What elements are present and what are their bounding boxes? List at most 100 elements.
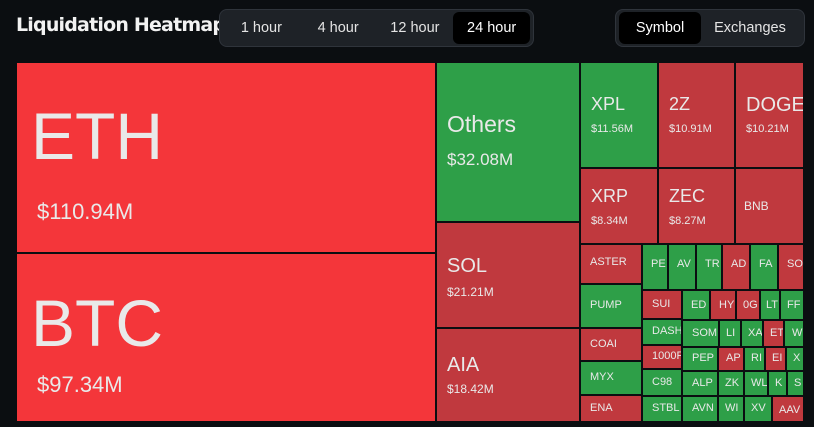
tile-symbol: PE bbox=[651, 258, 666, 270]
tile-coai[interactable]: COAI bbox=[580, 328, 642, 361]
tile-dash[interactable]: DASH bbox=[642, 319, 682, 345]
tile-hy[interactable]: HY bbox=[710, 290, 736, 320]
tile-others[interactable]: Others $32.08M bbox=[436, 62, 580, 222]
tile-symbol: 1000F bbox=[652, 350, 682, 362]
tile-symbol: BNB bbox=[744, 199, 769, 213]
tile-symbol: W bbox=[792, 327, 803, 339]
tile-som[interactable]: SOM bbox=[682, 320, 719, 347]
tile-s[interactable]: S bbox=[787, 371, 803, 396]
tile-ri[interactable]: RI bbox=[744, 347, 765, 371]
tile-value: $10.91M bbox=[669, 123, 712, 135]
tile-doge[interactable]: DOGE $10.21M bbox=[735, 62, 803, 168]
tile-symbol: SO bbox=[787, 258, 803, 270]
tile-k[interactable]: K bbox=[768, 371, 787, 396]
tile-value: $18.42M bbox=[447, 382, 494, 396]
tile-w[interactable]: W bbox=[784, 320, 803, 347]
tile-pump[interactable]: PUMP bbox=[580, 284, 642, 328]
time-option-12h[interactable]: 12 hour bbox=[390, 20, 440, 36]
tile-symbol: AD bbox=[731, 258, 747, 270]
tile-aia[interactable]: AIA $18.42M bbox=[436, 328, 580, 422]
tile-symbol: ASTER bbox=[590, 256, 627, 268]
time-range-selector: 1 hour 4 hour 12 hour 24 hour bbox=[219, 9, 534, 47]
view-mode-selector: Symbol Exchanges bbox=[615, 9, 805, 47]
tile-stbl[interactable]: STBL bbox=[642, 396, 682, 422]
tile-bnb[interactable]: BNB bbox=[735, 168, 803, 244]
tile-aster[interactable]: ASTER bbox=[580, 244, 642, 284]
tile-avn[interactable]: AVN bbox=[682, 396, 718, 422]
tile-aav[interactable]: AAV bbox=[772, 396, 803, 422]
tile-value: $32.08M bbox=[447, 150, 514, 169]
tile-symbol: XRP bbox=[591, 186, 629, 206]
tile-tr[interactable]: TR bbox=[696, 244, 722, 290]
tile-fa[interactable]: FA bbox=[750, 244, 778, 290]
view-option-exchanges[interactable]: Exchanges bbox=[714, 20, 786, 36]
tile-symbol: AIA bbox=[447, 354, 480, 376]
tile-symbol: 2Z bbox=[669, 94, 691, 114]
tile-symbol: XV bbox=[751, 402, 766, 414]
tile-symbol: XPL bbox=[591, 94, 626, 114]
tile-symbol: 0G bbox=[743, 299, 758, 311]
tile-btc[interactable]: BTC $97.34M bbox=[16, 253, 436, 422]
tile-symbol: HY bbox=[719, 299, 735, 311]
tile-lt[interactable]: LT bbox=[760, 290, 780, 320]
tile-myx[interactable]: MYX bbox=[580, 361, 642, 395]
tile-li[interactable]: LI bbox=[719, 320, 741, 347]
tile-symbol: Others bbox=[447, 111, 517, 137]
tile-ed[interactable]: ED bbox=[682, 290, 710, 320]
tile-ap[interactable]: AP bbox=[718, 347, 744, 371]
tile-value: $110.94M bbox=[37, 199, 134, 224]
tile-symbol: COAI bbox=[590, 338, 617, 350]
tile-symbol: RI bbox=[751, 352, 762, 364]
tile-symbol: SOM bbox=[692, 327, 718, 339]
tile-av[interactable]: AV bbox=[668, 244, 696, 290]
tile-symbol: AAV bbox=[779, 404, 801, 416]
tile-ei[interactable]: EI bbox=[765, 347, 786, 371]
tile-1000f[interactable]: 1000F bbox=[642, 345, 682, 369]
tile-symbol: ZEC bbox=[669, 186, 705, 206]
tile-xv[interactable]: XV bbox=[744, 396, 772, 422]
tile-sui[interactable]: SUI bbox=[642, 290, 682, 319]
tile-zec[interactable]: ZEC $8.27M bbox=[658, 168, 735, 244]
tile-zk[interactable]: ZK bbox=[718, 371, 744, 396]
tile-symbol: ZK bbox=[725, 377, 740, 389]
tile-2z[interactable]: 2Z $10.91M bbox=[658, 62, 735, 168]
tile-x[interactable]: X bbox=[786, 347, 803, 371]
tile-symbol: SUI bbox=[652, 298, 671, 310]
view-option-symbol[interactable]: Symbol bbox=[619, 12, 701, 44]
tile-symbol: BTC bbox=[31, 286, 163, 360]
tile-wi[interactable]: WI bbox=[718, 396, 744, 422]
tile-et[interactable]: ET bbox=[763, 320, 784, 347]
tile-symbol: LI bbox=[726, 327, 736, 339]
tile-symbol: TR bbox=[705, 258, 720, 270]
tile-symbol: LT bbox=[766, 299, 779, 311]
tile-symbol: WL bbox=[751, 377, 768, 389]
tile-ad[interactable]: AD bbox=[722, 244, 750, 290]
tile-symbol: ET bbox=[770, 327, 784, 339]
tile-so[interactable]: SO bbox=[778, 244, 803, 290]
tile-alp[interactable]: ALP bbox=[682, 371, 718, 396]
tile-pe[interactable]: PE bbox=[642, 244, 668, 290]
tile-ena[interactable]: ENA bbox=[580, 395, 642, 422]
time-option-4h[interactable]: 4 hour bbox=[317, 20, 359, 36]
tile-symbol: ED bbox=[691, 299, 707, 311]
time-option-1h[interactable]: 1 hour bbox=[240, 20, 282, 36]
tile-symbol: STBL bbox=[652, 402, 680, 414]
tile-0g[interactable]: 0G bbox=[736, 290, 760, 320]
time-option-24h[interactable]: 24 hour bbox=[453, 12, 530, 44]
tile-sol[interactable]: SOL $21.21M bbox=[436, 222, 580, 328]
tile-ff[interactable]: FF bbox=[780, 290, 803, 320]
tile-value: $21.21M bbox=[447, 285, 494, 299]
tile-symbol: MYX bbox=[590, 371, 614, 383]
tile-symbol: ETH bbox=[31, 99, 163, 173]
tile-eth[interactable]: ETH $110.94M bbox=[16, 62, 436, 253]
tile-wl[interactable]: WL bbox=[744, 371, 768, 396]
tile-xa[interactable]: XA bbox=[741, 320, 763, 347]
tile-symbol: AVN bbox=[692, 402, 714, 414]
tile-xpl[interactable]: XPL $11.56M bbox=[580, 62, 658, 168]
tile-symbol: DASH bbox=[652, 325, 682, 337]
tile-c98[interactable]: C98 bbox=[642, 369, 682, 396]
tile-symbol: FF bbox=[787, 299, 801, 311]
tile-symbol: ALP bbox=[692, 377, 713, 389]
tile-pep[interactable]: PEP bbox=[682, 347, 718, 371]
tile-xrp[interactable]: XRP $8.34M bbox=[580, 168, 658, 244]
